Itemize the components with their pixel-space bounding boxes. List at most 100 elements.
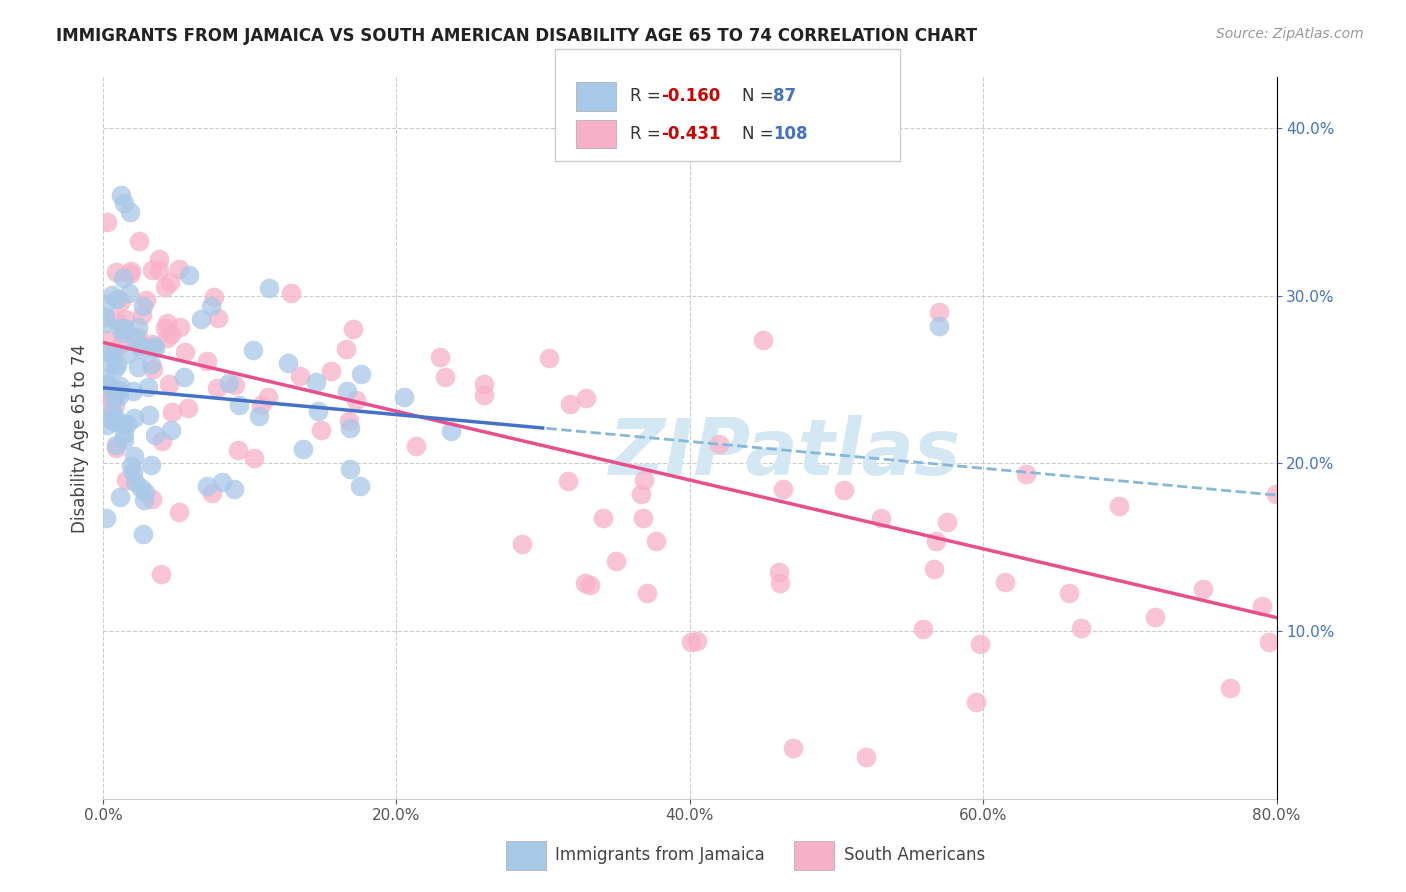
Point: [169, 319, 191, 334]
Point: [135, 293, 157, 308]
Point: [132, 492, 155, 507]
Point: [110, 187, 132, 202]
Point: [141, 458, 163, 472]
Point: [218, 376, 240, 390]
Point: [429, 350, 451, 364]
Point: [994, 574, 1017, 589]
Point: [211, 475, 233, 490]
Text: N =: N =: [742, 125, 779, 143]
Point: [558, 396, 581, 410]
Text: South Americans: South Americans: [844, 847, 984, 864]
Point: [128, 234, 150, 248]
Point: [965, 695, 987, 709]
Point: [1070, 621, 1092, 635]
Point: [120, 264, 142, 278]
Point: [935, 515, 957, 529]
Point: [160, 326, 183, 341]
Point: [122, 384, 145, 398]
Point: [104, 398, 127, 412]
Point: [112, 433, 135, 447]
Point: [928, 305, 950, 319]
Point: [222, 483, 245, 497]
Point: [129, 342, 152, 356]
Point: [94, 297, 117, 311]
Point: [110, 293, 132, 308]
Point: [94, 511, 117, 525]
Point: [633, 473, 655, 487]
Point: [195, 479, 218, 493]
Point: [101, 403, 124, 417]
Point: [1143, 610, 1166, 624]
Point: [305, 375, 328, 389]
Point: [636, 585, 658, 599]
Point: [339, 420, 361, 434]
Point: [405, 439, 427, 453]
Point: [349, 479, 371, 493]
Text: Immigrants from Jamaica: Immigrants from Jamaica: [555, 847, 765, 864]
Point: [104, 360, 127, 375]
Point: [141, 263, 163, 277]
Point: [207, 311, 229, 326]
Point: [94, 372, 117, 386]
Point: [922, 562, 945, 576]
Point: [150, 434, 173, 448]
Point: [1192, 582, 1215, 596]
Point: [100, 413, 122, 427]
Point: [574, 576, 596, 591]
Text: Source: ZipAtlas.com: Source: ZipAtlas.com: [1216, 27, 1364, 41]
Point: [104, 384, 127, 398]
Point: [134, 485, 156, 500]
Point: [592, 511, 614, 525]
Point: [101, 346, 124, 360]
Point: [228, 398, 250, 412]
Point: [433, 369, 456, 384]
Point: [772, 483, 794, 497]
Point: [202, 290, 225, 304]
Point: [249, 398, 271, 412]
Point: [195, 354, 218, 368]
Point: [579, 578, 602, 592]
Point: [190, 312, 212, 326]
Point: [142, 361, 165, 376]
Text: N =: N =: [742, 87, 779, 105]
Point: [169, 262, 191, 277]
Point: [111, 271, 134, 285]
Text: R =: R =: [630, 125, 666, 143]
Point: [112, 195, 135, 210]
Point: [392, 390, 415, 404]
Point: [169, 505, 191, 519]
Point: [107, 388, 129, 402]
Point: [104, 415, 127, 429]
Point: [342, 321, 364, 335]
Point: [104, 410, 127, 425]
Point: [1250, 599, 1272, 613]
Point: [309, 423, 332, 437]
Point: [112, 326, 135, 341]
Point: [148, 252, 170, 267]
Point: [94, 316, 117, 330]
Text: IMMIGRANTS FROM JAMAICA VS SOUTH AMERICAN DISABILITY AGE 65 TO 74 CORRELATION CH: IMMIGRANTS FROM JAMAICA VS SOUTH AMERICA…: [56, 27, 977, 45]
Point: [557, 474, 579, 488]
Text: 87: 87: [773, 87, 796, 105]
Point: [339, 462, 361, 476]
Point: [127, 359, 149, 374]
Point: [472, 388, 495, 402]
Point: [121, 465, 143, 479]
Point: [1059, 586, 1081, 600]
Point: [138, 408, 160, 422]
Point: [605, 554, 627, 568]
Point: [630, 487, 652, 501]
Point: [93, 310, 115, 325]
Point: [104, 386, 127, 401]
Point: [280, 286, 302, 301]
Point: [159, 275, 181, 289]
Point: [141, 492, 163, 507]
Point: [336, 384, 359, 399]
Point: [1258, 635, 1281, 649]
Point: [124, 411, 146, 425]
Point: [177, 401, 200, 415]
Point: [631, 511, 654, 525]
Point: [686, 634, 709, 648]
Point: [768, 576, 790, 591]
Point: [321, 363, 343, 377]
